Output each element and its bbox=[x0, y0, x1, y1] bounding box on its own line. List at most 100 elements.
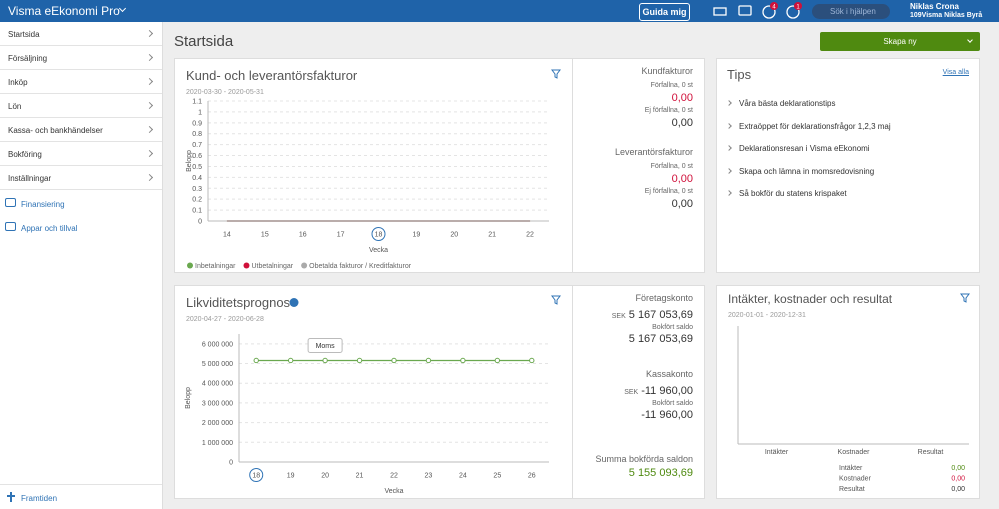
nav-list: Startsida Försäljning Inköp Lön Kassa- och b… bbox=[0, 22, 162, 190]
tip-label: Deklarationsresan i Visma eEkonomi bbox=[739, 144, 870, 153]
nav-label: Bokföring bbox=[8, 150, 42, 159]
account-name: Företagskonto bbox=[635, 293, 693, 303]
legend-label[interactable]: Utbetalningar bbox=[251, 263, 293, 270]
tip-item[interactable]: Våra bästa deklarationstips bbox=[726, 99, 836, 108]
tip-item[interactable]: Skapa och lämna in momsredovisning bbox=[726, 167, 874, 176]
chevron bbox=[726, 122, 732, 129]
x-tick-label: 21 bbox=[356, 473, 364, 480]
link-label: Finansiering bbox=[21, 200, 65, 209]
alert-icon[interactable] bbox=[762, 5, 776, 19]
nav-item[interactable]: Startsida bbox=[0, 22, 162, 46]
chevron bbox=[145, 125, 154, 134]
chat-icon[interactable] bbox=[738, 5, 752, 16]
app-name[interactable]: Visma eEkonomi Pro bbox=[8, 4, 120, 18]
balance-row: SEK 5 167 053,69 bbox=[612, 309, 693, 321]
x-tick-label: 15 bbox=[261, 232, 269, 239]
create-label: Skapa ny bbox=[883, 37, 917, 46]
create-button[interactable]: Skapa ny bbox=[820, 32, 980, 51]
currency: SEK bbox=[624, 389, 639, 396]
x-tick-label: Kostnader bbox=[838, 449, 871, 456]
point[interactable] bbox=[391, 357, 397, 364]
search-box[interactable]: Sök i hjälpen bbox=[812, 4, 890, 19]
x-tick-label: 19 bbox=[287, 473, 295, 480]
y-tick-label: 3 000 000 bbox=[202, 400, 233, 407]
legend-label[interactable]: Obetalda fakturor / Kreditfakturor bbox=[309, 263, 412, 270]
footer-link[interactable]: Framtiden bbox=[21, 494, 58, 503]
link-icon bbox=[5, 222, 16, 231]
y-axis-label: Belopp bbox=[186, 150, 193, 172]
y-tick-label: 2 000 000 bbox=[202, 420, 233, 427]
highlight-ring bbox=[371, 227, 386, 241]
nav-label: Inköp bbox=[8, 78, 28, 87]
y-axis-label: Belopp bbox=[185, 387, 192, 409]
nav-item[interactable]: Lön bbox=[0, 94, 162, 118]
nav-item[interactable]: Bokföring bbox=[0, 142, 162, 166]
point[interactable] bbox=[494, 357, 501, 364]
filter-icon[interactable] bbox=[551, 295, 561, 305]
point[interactable] bbox=[425, 357, 432, 364]
guide-button[interactable]: Guida mig bbox=[639, 3, 690, 21]
top-bar: Visma eEkonomi Pro Guida mig 4 1 Sök i h… bbox=[0, 0, 999, 22]
account-summary: Summa bokförda saldon 5 155 093,69 Föret… bbox=[572, 286, 705, 498]
chevron bbox=[145, 29, 154, 38]
info-icon[interactable] bbox=[289, 298, 299, 307]
chevron bbox=[726, 167, 732, 174]
y-tick-label: 0.8 bbox=[192, 131, 202, 138]
booked-label: Bokfört saldo bbox=[652, 324, 693, 331]
x-tick-label: 19 bbox=[412, 232, 420, 239]
nav-link[interactable]: Finansiering bbox=[0, 192, 162, 216]
amount: 0,00 bbox=[671, 173, 693, 185]
x-tick-label: 21 bbox=[488, 232, 496, 239]
point[interactable] bbox=[460, 357, 466, 364]
chart-title: Likviditetsprognos bbox=[186, 295, 291, 310]
chevron bbox=[145, 173, 154, 182]
point[interactable] bbox=[356, 357, 363, 364]
point[interactable] bbox=[322, 357, 328, 364]
booked-balance: -11 960,00 bbox=[641, 409, 693, 421]
invoice-chart: Kund- och leverantörsfakturor 2020-03-30 … bbox=[186, 68, 561, 270]
tip-item[interactable]: Så bokför du statens krispaket bbox=[726, 189, 847, 198]
tip-item[interactable]: Extraöppet för deklarationsfrågor 1,2,3 … bbox=[726, 122, 891, 131]
point[interactable] bbox=[253, 357, 259, 364]
nav-item[interactable]: Inköp bbox=[0, 70, 162, 94]
y-tick-label: 0.9 bbox=[192, 120, 202, 127]
legend-swatch bbox=[187, 262, 193, 269]
x-axis-label: Vecka bbox=[384, 488, 403, 495]
user-name[interactable]: Niklas Crona bbox=[910, 2, 959, 11]
amount: 0,00 bbox=[671, 198, 693, 210]
nav-link[interactable]: Appar och tillval bbox=[0, 216, 162, 240]
tip-label: Våra bästa deklarationstips bbox=[739, 99, 836, 108]
footer-icon bbox=[7, 492, 15, 502]
balance: -11 960,00 bbox=[641, 385, 693, 397]
nav-item[interactable]: Försäljning bbox=[0, 46, 162, 70]
x-tick-label: 25 bbox=[493, 473, 501, 480]
chart-title: Kund- och leverantörsfakturor bbox=[186, 68, 358, 83]
nav-item[interactable]: Inställningar bbox=[0, 166, 162, 190]
y-tick-label: 1 000 000 bbox=[202, 440, 233, 447]
chart-subtitle: 2020-04-27 - 2020-06-28 bbox=[186, 316, 264, 323]
show-all-link[interactable]: Visa alla bbox=[942, 69, 969, 76]
help-icon[interactable] bbox=[786, 5, 800, 19]
nav-label: Lön bbox=[8, 102, 22, 111]
total-label: Summa bokförda saldon bbox=[595, 454, 693, 464]
filter-icon[interactable] bbox=[551, 69, 561, 79]
highlight-ring bbox=[249, 468, 264, 482]
legend-label[interactable]: Inbetalningar bbox=[195, 263, 236, 270]
account-name: Kassakonto bbox=[645, 369, 693, 379]
nav-label: Startsida bbox=[8, 30, 40, 39]
label: Ej förfallna, 0 st bbox=[644, 188, 693, 195]
tip-item[interactable]: Deklarationsresan i Visma eEkonomi bbox=[726, 144, 870, 153]
print-icon[interactable] bbox=[713, 7, 727, 16]
x-tick-label: 20 bbox=[321, 473, 329, 480]
badge bbox=[794, 2, 802, 10]
header-icons: 4 1 bbox=[713, 2, 802, 19]
liquidity-card: Likviditetsprognos 2020-04-27 - 2020-06-2… bbox=[174, 285, 705, 499]
badge bbox=[770, 2, 778, 10]
point[interactable] bbox=[529, 357, 535, 364]
company-name[interactable]: 109Visma Niklas Byrå bbox=[910, 12, 983, 19]
point[interactable] bbox=[287, 357, 294, 364]
invoice-card: Kund- och leverantörsfakturor 2020-03-30 … bbox=[174, 58, 705, 273]
badge-count: 1 bbox=[796, 5, 800, 11]
filter-icon[interactable] bbox=[960, 293, 970, 303]
nav-item[interactable]: Kassa- och bankhändelser bbox=[0, 118, 162, 142]
